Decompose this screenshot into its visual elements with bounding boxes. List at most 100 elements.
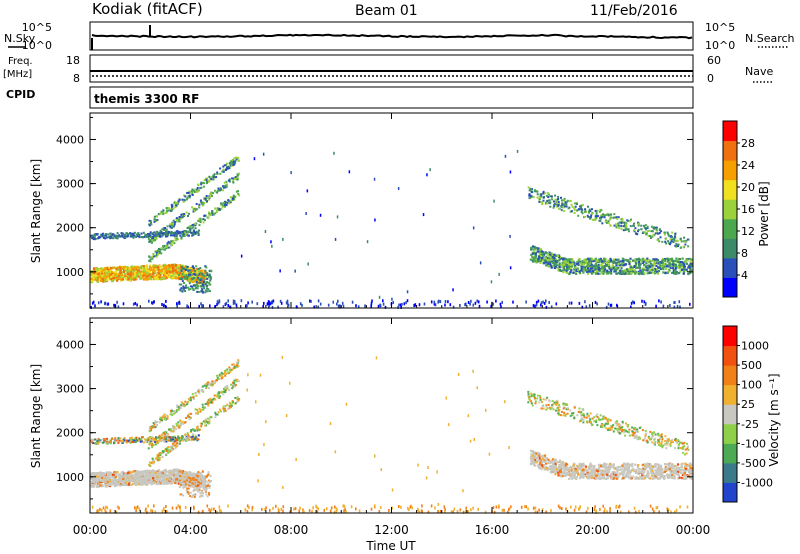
scatter-cell (397, 305, 399, 309)
scatter-cell (197, 232, 200, 235)
scatter-cell (196, 287, 199, 290)
scatter-cell (558, 207, 561, 210)
scatter-cell (201, 274, 204, 277)
scatter-cell (94, 277, 98, 280)
scatter-cell (378, 295, 381, 299)
scatter-cell (154, 234, 157, 237)
scatter-cell (158, 247, 160, 250)
scatter-cell (625, 223, 627, 226)
scatter-cell (549, 262, 552, 265)
scatter-cell (147, 479, 150, 482)
scatter-cell (195, 485, 198, 488)
scatter-cell (90, 477, 93, 480)
scatter-cell (632, 224, 635, 227)
scatter-cell (136, 265, 139, 268)
scatter-cell (150, 481, 153, 484)
scatter-cell (178, 230, 181, 233)
scatter-cell (162, 274, 166, 277)
scatter-cell (124, 472, 127, 475)
scatter-cell (476, 299, 478, 303)
scatter-cell (135, 277, 138, 280)
scatter-cell (98, 477, 101, 480)
scatter-cell (232, 301, 235, 305)
scatter-cell (121, 265, 124, 269)
scatter-cell (437, 300, 439, 304)
nave-axis-lo: 0 (707, 72, 714, 85)
scatter-cell (199, 480, 202, 483)
scatter-cell (184, 477, 187, 481)
scatter-cell (152, 264, 155, 267)
scatter-cell (587, 272, 590, 275)
scatter-cell (113, 266, 116, 269)
scatter-cell (130, 473, 133, 477)
scatter-cell (553, 262, 556, 266)
scatter-cell (672, 271, 675, 274)
scatter-cell (671, 263, 675, 266)
scatter-cell (467, 301, 470, 304)
scatter-cell (171, 469, 174, 472)
scatter-cell (180, 267, 183, 270)
scatter-cell (153, 255, 156, 258)
scatter-cell (213, 173, 216, 176)
scatter-cell (124, 236, 127, 239)
scatter-cell (678, 265, 681, 268)
scatter-cell (544, 261, 547, 264)
scatter-cell (637, 257, 641, 260)
scatter-cell (628, 268, 631, 271)
scatter-cell (195, 203, 198, 205)
scatter-cell (336, 215, 339, 219)
scatter-cell (205, 274, 208, 278)
scatter-cell (191, 271, 194, 274)
scatter-cell (204, 219, 206, 222)
colorbar-segment (723, 199, 737, 220)
scatter-cell (588, 262, 591, 265)
scatter-cell (578, 258, 581, 261)
scatter-cell (127, 483, 130, 486)
scatter-cell (100, 276, 103, 279)
scatter-cell (548, 257, 551, 260)
scatter-cell (148, 472, 151, 476)
scatter-cell (644, 303, 647, 306)
scatter-cell (158, 252, 161, 255)
scatter-cell (624, 258, 627, 261)
scatter-cell (191, 193, 194, 196)
scatter-cell (181, 198, 184, 201)
scatter-cell (200, 476, 203, 479)
scatter-cell (636, 233, 639, 236)
scatter-cell (112, 274, 115, 277)
scatter-cell (609, 216, 612, 219)
scatter-cell (168, 470, 171, 473)
scatter-cell (603, 260, 606, 263)
scatter-cell (188, 190, 191, 193)
scatter-cell (537, 257, 540, 260)
scatter-cell (671, 231, 674, 234)
scatter-cell (168, 208, 171, 211)
scatter-cell (678, 300, 681, 304)
scatter-cell (545, 194, 548, 197)
scatter-cell (626, 259, 629, 262)
scatter-cell (216, 191, 219, 194)
scatter-cell (136, 477, 139, 481)
scatter-cell (163, 263, 167, 266)
scatter-cell (629, 225, 632, 228)
scatter-cell (540, 201, 543, 203)
scatter-cell (184, 483, 187, 486)
scatter-cell (655, 270, 659, 273)
scatter-cell (121, 475, 124, 478)
scatter-cell (100, 233, 103, 236)
scatter-cell (566, 261, 570, 264)
scatter-cell (552, 200, 555, 203)
scatter-cell (623, 225, 626, 228)
scatter-cell (160, 479, 163, 483)
scatter-cell (148, 255, 151, 258)
scatter-cell (237, 190, 239, 193)
scatter-cell (181, 276, 184, 279)
scatter-cell (176, 439, 179, 442)
colorbar-segment (723, 218, 737, 239)
scatter-cell (610, 272, 613, 275)
scatter-cell (532, 256, 535, 259)
scatter-cell (657, 266, 660, 269)
scatter-cell (168, 246, 171, 249)
scatter-cell (185, 211, 188, 214)
